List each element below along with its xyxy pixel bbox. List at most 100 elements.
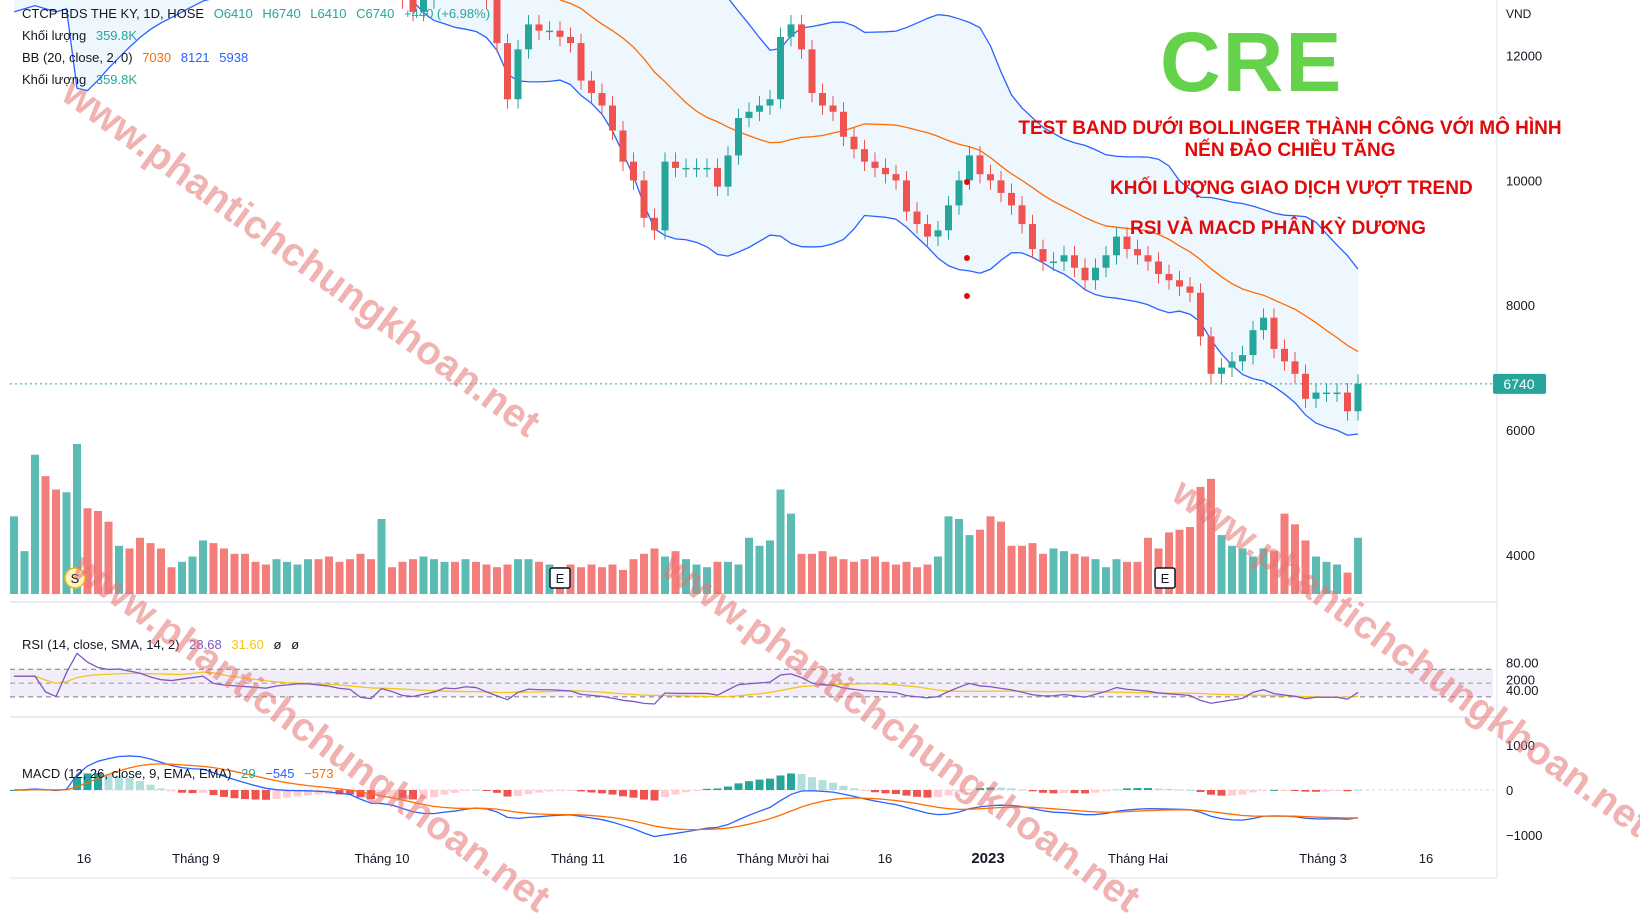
candle-body bbox=[598, 93, 606, 106]
bb-lower-line bbox=[13, 0, 1359, 436]
macd-histogram-bar bbox=[902, 790, 911, 796]
macd-histogram-bar bbox=[650, 790, 659, 801]
macd-histogram-bar bbox=[1154, 788, 1163, 790]
volume-bar bbox=[157, 548, 165, 594]
macd-histogram-bar bbox=[1007, 788, 1016, 790]
price-axis-unit: VND bbox=[1506, 7, 1532, 21]
macd-tick-label: 0 bbox=[1506, 783, 1513, 798]
macd-histogram-bar bbox=[1102, 790, 1110, 792]
macd-histogram-bar bbox=[776, 775, 785, 790]
macd-histogram-bar bbox=[1249, 790, 1257, 793]
volume-bar bbox=[146, 543, 155, 594]
volume-bar bbox=[976, 529, 984, 594]
candle-body bbox=[1186, 286, 1194, 293]
candle-body bbox=[1081, 267, 1089, 281]
rsi-label: RSI (14, close, SMA, 14, 2) bbox=[22, 637, 180, 652]
volume-bar bbox=[829, 556, 837, 594]
volume-bar bbox=[1196, 486, 1205, 594]
volume-bar bbox=[472, 561, 480, 594]
volume-bar bbox=[535, 561, 543, 594]
time-tick-label: Tháng 10 bbox=[355, 851, 410, 866]
candle-body bbox=[1260, 317, 1267, 331]
candle-body bbox=[766, 99, 774, 106]
candle-body bbox=[1354, 383, 1362, 412]
volume-bar bbox=[31, 454, 39, 594]
macd-histogram-bar bbox=[545, 790, 554, 792]
rsi-tick-label: 40.00 bbox=[1506, 683, 1539, 698]
volume-bar bbox=[577, 567, 585, 594]
time-tick-label: 16 bbox=[878, 851, 892, 866]
volume-bar bbox=[272, 559, 281, 594]
macd-histogram-bar bbox=[692, 790, 701, 791]
volume-bar bbox=[1249, 556, 1257, 594]
macd-histogram-bar bbox=[1112, 789, 1121, 791]
candle-body bbox=[945, 205, 952, 231]
note-bollinger-line-1: TEST BAND DƯỚI BOLLINGER THÀNH CÔNG VỚI … bbox=[1018, 118, 1562, 139]
volume-bar bbox=[104, 521, 113, 594]
candle-body bbox=[735, 118, 742, 156]
macd-histogram-bar bbox=[461, 790, 470, 791]
macd-histogram-bar bbox=[713, 788, 722, 790]
time-tick-label: Tháng Hai bbox=[1108, 851, 1168, 866]
macd-histogram-bar bbox=[587, 790, 596, 793]
volume-legend: Khối lượng 359.8K bbox=[22, 28, 143, 43]
volume-bar bbox=[1312, 556, 1320, 594]
volume-bar bbox=[955, 519, 963, 594]
volume-bar bbox=[1070, 553, 1079, 594]
macd-histogram-bar bbox=[871, 790, 879, 793]
macd-histogram-bar bbox=[1280, 790, 1289, 791]
volume-bar bbox=[640, 553, 648, 594]
volume-bar bbox=[860, 559, 869, 594]
macd-histogram-bar bbox=[451, 790, 459, 793]
macd-histogram-bar bbox=[262, 790, 270, 800]
macd-histogram-bar bbox=[503, 790, 512, 797]
volume-bar bbox=[167, 567, 176, 594]
volume-bar bbox=[262, 564, 270, 594]
event-marker-label: E bbox=[1161, 571, 1170, 586]
volume-value-2: 359.8K bbox=[95, 72, 138, 87]
low-value: L6410 bbox=[310, 6, 347, 21]
candle-body bbox=[1249, 330, 1257, 356]
macd-histogram-bar bbox=[1165, 788, 1173, 790]
time-tick-label: 16 bbox=[673, 851, 687, 866]
candle-body bbox=[1197, 292, 1204, 337]
candle-body bbox=[787, 24, 795, 37]
symbol-legend: CTCP BDS THE KY, 1D, HOSE O6410 H6740 L6… bbox=[22, 6, 496, 21]
volume-bar bbox=[199, 540, 207, 594]
candle-body bbox=[1029, 224, 1036, 250]
volume-bar bbox=[1343, 572, 1352, 594]
candle-body bbox=[1176, 280, 1183, 287]
macd-histogram-bar bbox=[913, 790, 921, 797]
macd-histogram-bar bbox=[377, 790, 386, 798]
volume-bar bbox=[682, 559, 690, 594]
bb-basis-line bbox=[559, 0, 1359, 353]
volume-bar bbox=[419, 556, 428, 594]
macd-histogram-bar bbox=[1123, 788, 1131, 790]
volume-bar bbox=[692, 564, 701, 594]
macd-histogram-bar bbox=[556, 790, 564, 791]
note-bullet bbox=[964, 293, 970, 299]
candle-body bbox=[1291, 361, 1299, 374]
candle-body bbox=[955, 180, 963, 206]
candle-body bbox=[1123, 236, 1131, 250]
candle-body bbox=[714, 167, 721, 187]
volume-bar bbox=[1112, 559, 1121, 594]
volume-bar bbox=[587, 564, 596, 594]
candle-body bbox=[808, 49, 816, 94]
macd-histogram-bar bbox=[335, 790, 344, 795]
macd-histogram-bar bbox=[125, 778, 134, 790]
candle-body bbox=[651, 217, 658, 231]
volume-bar bbox=[409, 559, 417, 594]
macd-histogram-bar bbox=[1238, 790, 1247, 795]
candle-body bbox=[420, 0, 427, 12]
macd-histogram-bar bbox=[629, 790, 638, 798]
macd-histogram-bar bbox=[41, 789, 50, 791]
rsi-sma-line bbox=[14, 671, 1359, 698]
volume-bar bbox=[503, 564, 512, 594]
candle-body bbox=[609, 105, 616, 131]
volume-bar bbox=[209, 543, 218, 594]
candle-body bbox=[619, 130, 627, 162]
macd-histogram-bar bbox=[1217, 790, 1226, 796]
macd-histogram-bar bbox=[1186, 789, 1194, 791]
